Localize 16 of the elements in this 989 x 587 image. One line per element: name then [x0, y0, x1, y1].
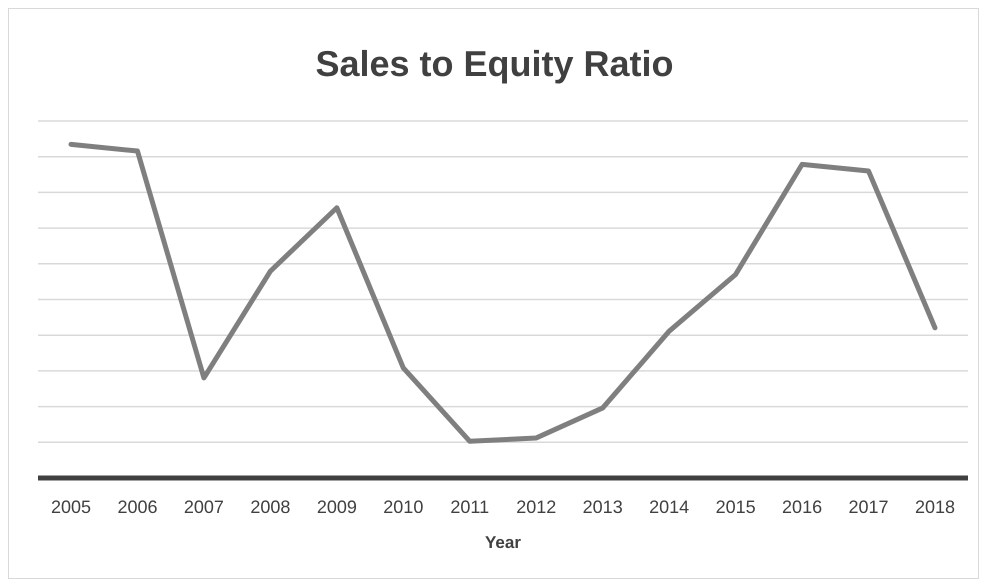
x-tick-label: 2012 — [516, 496, 556, 517]
x-tick-label: 2007 — [184, 496, 224, 517]
x-tick-label: 2015 — [716, 496, 756, 517]
x-tick-label: 2014 — [649, 496, 690, 517]
x-tick-label: 2005 — [50, 496, 92, 517]
x-tick-label: 2010 — [383, 496, 424, 517]
x-tick-label: 2006 — [117, 496, 158, 517]
x-tick-label: 2013 — [582, 496, 623, 517]
chart-title: Sales to Equity Ratio — [314, 43, 675, 85]
x-tick-label: 2008 — [250, 496, 290, 517]
x-tick-label: 2016 — [782, 496, 822, 517]
x-tick-label: 2009 — [316, 496, 357, 517]
x-tick-label: 2011 — [450, 496, 490, 517]
x-tick-label: 2017 — [848, 496, 889, 517]
x-axis-title: Year — [485, 533, 522, 552]
x-tick-label: 2018 — [914, 496, 956, 517]
